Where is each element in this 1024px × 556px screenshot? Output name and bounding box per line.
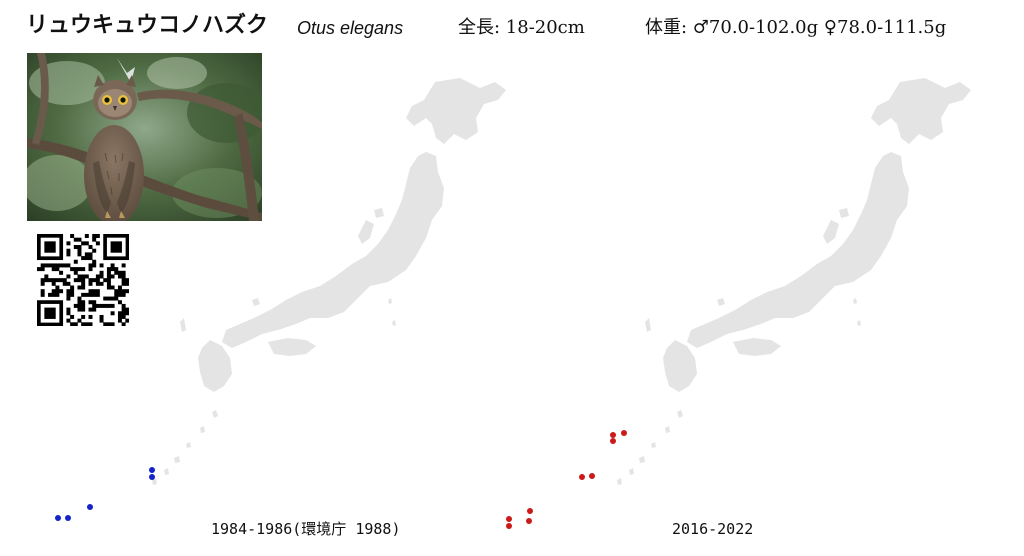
period-label-2016-2022: 2016-2022 xyxy=(672,520,754,538)
land-area xyxy=(164,468,169,475)
land-area xyxy=(687,152,909,348)
record-dot xyxy=(589,473,595,479)
record-dot xyxy=(506,516,512,522)
land-area xyxy=(853,298,857,304)
land-area xyxy=(186,442,191,448)
land-area xyxy=(823,220,839,244)
land-area xyxy=(651,442,656,448)
record-dots xyxy=(55,467,155,521)
record-dots xyxy=(506,430,627,529)
distribution-map-2016-2022 xyxy=(505,60,975,530)
land-area xyxy=(268,338,316,356)
header: リュウキュウコノハズク Otus elegans 全長: 18-20cm 体重:… xyxy=(0,0,1024,52)
body-weight: 体重: ♂70.0-102.0g ♀78.0-111.5g xyxy=(645,17,947,38)
land-area xyxy=(358,220,374,244)
record-dot xyxy=(65,515,71,521)
land-area xyxy=(200,426,205,433)
record-dot xyxy=(506,523,512,529)
land-area xyxy=(617,478,622,485)
land-area xyxy=(374,208,384,218)
land-area xyxy=(629,468,634,475)
species-scientific-name: Otus elegans xyxy=(297,18,404,38)
japan-landmass xyxy=(617,78,971,485)
record-dot xyxy=(579,474,585,480)
species-japanese-name: リュウキュウコノハズク xyxy=(26,13,269,38)
record-dot xyxy=(610,432,616,438)
land-area xyxy=(198,340,232,392)
land-area xyxy=(152,478,157,485)
land-area xyxy=(639,456,645,463)
land-area xyxy=(406,78,506,144)
land-area xyxy=(212,410,218,418)
land-area xyxy=(645,318,651,332)
land-area xyxy=(665,426,670,433)
land-area xyxy=(663,340,697,392)
total-length: 全長: 18-20cm xyxy=(458,17,585,38)
record-dot xyxy=(149,467,155,473)
land-area xyxy=(174,456,180,463)
japan-landmass xyxy=(152,78,506,485)
land-area xyxy=(717,298,725,306)
land-area xyxy=(388,298,392,304)
land-area xyxy=(839,208,849,218)
period-label-1984-1986: 1984-1986(環境庁 1988) xyxy=(211,520,401,538)
record-dot xyxy=(610,438,616,444)
record-dot xyxy=(526,518,532,524)
owl-photo xyxy=(27,53,262,221)
land-area xyxy=(871,78,971,144)
record-dot xyxy=(55,515,61,521)
qr-code[interactable] xyxy=(37,234,130,327)
record-dot xyxy=(621,430,627,436)
record-dot xyxy=(87,504,93,510)
record-dot xyxy=(149,474,155,480)
land-area xyxy=(857,320,861,326)
land-area xyxy=(677,410,683,418)
land-area xyxy=(180,318,186,332)
land-area xyxy=(392,320,396,326)
land-area xyxy=(222,152,444,348)
land-area xyxy=(252,298,260,306)
record-dot xyxy=(527,508,533,514)
distribution-map-1984-1986 xyxy=(40,60,510,530)
land-area xyxy=(733,338,781,356)
